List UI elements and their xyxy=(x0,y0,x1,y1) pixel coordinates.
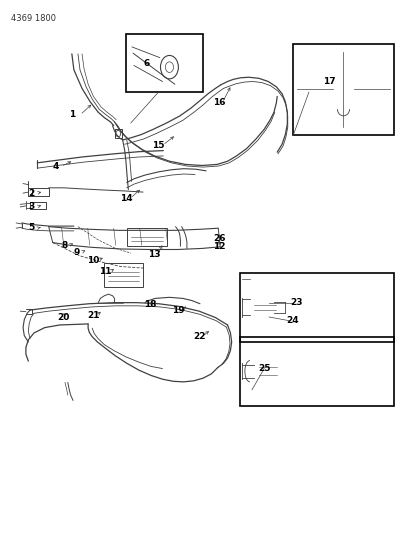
Text: 17: 17 xyxy=(323,77,335,86)
Bar xyxy=(240,337,394,406)
Text: 2: 2 xyxy=(28,189,34,198)
Bar xyxy=(250,280,280,336)
Bar xyxy=(293,44,394,135)
Text: 3: 3 xyxy=(28,202,34,211)
Text: 10: 10 xyxy=(87,256,100,264)
Text: 24: 24 xyxy=(286,316,299,325)
Bar xyxy=(136,43,193,83)
Text: 16: 16 xyxy=(213,98,226,107)
Bar xyxy=(337,76,350,103)
Bar xyxy=(254,346,280,396)
Text: 4: 4 xyxy=(52,162,59,171)
Text: 12: 12 xyxy=(213,242,226,251)
Bar xyxy=(257,350,277,392)
Bar xyxy=(127,228,167,246)
Text: 5: 5 xyxy=(28,223,34,232)
Text: 18: 18 xyxy=(144,300,157,309)
Bar xyxy=(240,337,394,406)
Text: 8: 8 xyxy=(62,241,68,250)
Text: 23: 23 xyxy=(290,298,303,307)
Bar xyxy=(240,273,394,342)
Bar xyxy=(333,52,354,127)
Text: 19: 19 xyxy=(173,305,185,314)
Text: 22: 22 xyxy=(193,332,205,341)
Text: 1: 1 xyxy=(69,110,75,119)
Text: 25: 25 xyxy=(258,364,271,373)
Bar xyxy=(104,263,143,287)
Text: 15: 15 xyxy=(152,141,165,150)
Text: 9: 9 xyxy=(74,248,80,257)
Bar xyxy=(240,273,394,342)
Text: 14: 14 xyxy=(120,194,132,203)
Bar xyxy=(126,34,203,92)
Bar xyxy=(293,44,394,135)
Text: 26: 26 xyxy=(213,234,226,243)
Text: 11: 11 xyxy=(100,268,112,276)
Text: 20: 20 xyxy=(58,312,70,321)
Bar xyxy=(126,34,203,92)
Text: 4369 1800: 4369 1800 xyxy=(11,14,56,23)
Text: 21: 21 xyxy=(87,311,100,320)
Bar xyxy=(253,282,277,333)
Text: 13: 13 xyxy=(148,250,161,259)
Text: 6: 6 xyxy=(143,59,149,68)
